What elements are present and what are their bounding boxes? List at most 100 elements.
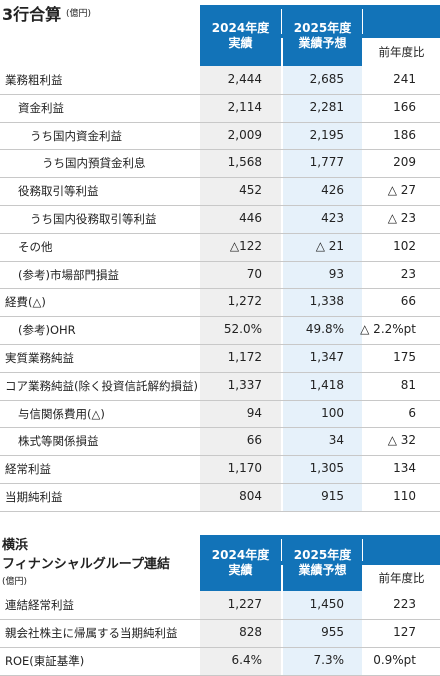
cell-value: 52.0% (223, 322, 262, 337)
row-line (0, 510, 440, 512)
row-label: 株式等関係損益 (18, 434, 99, 449)
row-line (0, 455, 440, 457)
table-title: フィナンシャルグループ連結 (2, 557, 170, 572)
row-label: 役務取引等利益 (18, 184, 99, 199)
row-label: 経常利益 (5, 462, 51, 477)
header-divider (281, 9, 282, 34)
col-bg (283, 591, 362, 675)
header-divider (362, 9, 363, 34)
row-label: 親会社株主に帰属する当期純利益 (5, 626, 178, 640)
cell-value: 2,009 (227, 127, 262, 142)
cell-value: △ 32 (387, 433, 416, 448)
cell-value: 49.8% (305, 322, 344, 337)
cell-value: 102 (393, 238, 416, 253)
row-label: その他 (18, 239, 53, 254)
header-cell (200, 535, 281, 591)
cell-value: 175 (393, 349, 416, 364)
cell-value: △ 23 (387, 210, 416, 225)
unit: (億円) (66, 9, 92, 19)
cell-value: 127 (393, 625, 416, 639)
row-label: 業務粗利益 (5, 72, 63, 87)
cell-value: 7.3% (313, 653, 345, 667)
cell-value: 110 (393, 488, 416, 503)
cell-value: △ 27 (387, 183, 416, 198)
cell-value: 2,444 (227, 71, 262, 86)
cell-value: 134 (393, 461, 416, 476)
cell-value: 1,305 (309, 461, 344, 476)
header-divider (362, 539, 363, 561)
row-label: (参考)OHR (18, 323, 76, 338)
row-label: 与信関係費用(△) (18, 406, 105, 421)
cell-value: △ 21 (315, 238, 344, 253)
cell-value: 6.4% (231, 653, 263, 667)
table-title: 3行合算 (2, 5, 62, 24)
header-text: 業績予想 (298, 563, 347, 577)
cell-value: 70 (246, 266, 262, 281)
cell-value: △122 (229, 238, 262, 253)
cell-value: 81 (400, 377, 416, 392)
row-label: 資金利益 (18, 100, 64, 115)
row-line (0, 483, 440, 484)
unit: (億円) (2, 577, 28, 587)
cell-value: 93 (328, 266, 344, 281)
table-title: 横浜 (2, 538, 29, 553)
row-line (0, 121, 440, 123)
cell-value: 2,195 (309, 127, 344, 142)
row-label: うち国内資金利益 (30, 128, 122, 143)
cell-value: 34 (328, 433, 344, 448)
header-text: 前年度比 (378, 571, 425, 585)
row-label: コア業務純益(除く投資信託解約損益) (5, 378, 198, 393)
row-line (0, 149, 440, 151)
cell-value: 186 (393, 127, 416, 142)
header-cell (283, 535, 362, 591)
header-text: 2025年度 (293, 548, 352, 562)
cell-value: 446 (239, 210, 262, 225)
col-bg (200, 591, 281, 675)
cell-value: 1,418 (309, 377, 344, 392)
cell-value: 426 (321, 183, 344, 198)
cell-value: 0.9%pt (373, 653, 416, 667)
cell-value: 66 (246, 433, 262, 448)
cell-value: 1,338 (309, 294, 344, 309)
row-line (0, 205, 440, 206)
cell-value: 1,450 (309, 597, 344, 611)
cell-value: 828 (239, 625, 262, 639)
cell-value: 1,568 (227, 155, 262, 170)
cell-value: 223 (393, 597, 416, 611)
cell-value: 423 (321, 210, 344, 225)
header-text: 業績予想 (298, 35, 347, 50)
cell-value: 452 (239, 183, 262, 198)
cell-value: 1,777 (309, 155, 344, 170)
row-line (0, 619, 440, 620)
row-line (0, 260, 440, 262)
row-label: 経費(△) (5, 295, 46, 310)
cell-value: 2,281 (309, 99, 344, 114)
cell-value: 955 (321, 625, 344, 639)
cell-value: 66 (400, 294, 416, 309)
row-line (0, 316, 440, 318)
cell-value: 915 (321, 488, 344, 503)
row-line (0, 344, 440, 345)
header-text: 2024年度 (211, 20, 270, 35)
header-text: 実績 (228, 563, 253, 577)
cell-value: 1,170 (227, 461, 262, 476)
row-label: うち国内預貸金利息 (42, 156, 146, 171)
cell-value: 804 (239, 488, 262, 503)
cell-value: 166 (393, 99, 416, 114)
cell-value: 1,347 (309, 349, 344, 364)
header-divider (281, 539, 282, 561)
row-line (0, 177, 440, 179)
row-label: 連結経常利益 (5, 598, 74, 612)
cell-value: 2,685 (309, 71, 344, 86)
row-line (0, 288, 440, 290)
row-label: (参考)市場部門損益 (18, 267, 119, 282)
header-text: 2024年度 (211, 548, 270, 562)
cell-value: 1,172 (227, 349, 262, 364)
cell-value: 1,337 (227, 377, 262, 392)
header-cell (283, 5, 362, 66)
cell-value: 209 (393, 155, 416, 170)
row-label: 実質業務純益 (5, 350, 74, 365)
row-line (0, 232, 440, 234)
cell-value: 1,272 (227, 294, 262, 309)
